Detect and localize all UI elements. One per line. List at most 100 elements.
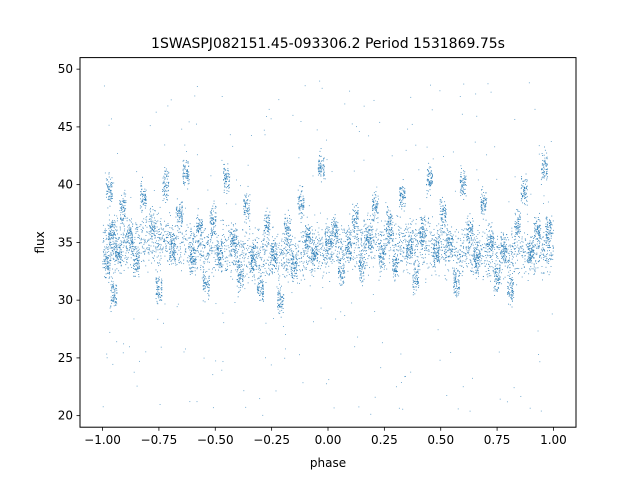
data-point [266,207,268,209]
data-point [515,214,516,216]
data-point [542,172,543,174]
data-point [545,217,547,219]
data-point [515,229,517,231]
data-point [202,270,204,272]
data-point [500,253,502,255]
data-point [309,226,311,228]
data-point [301,190,303,192]
data-point [120,203,122,205]
data-point [383,243,385,245]
data-point [438,261,440,262]
data-point [329,239,331,241]
data-point [524,189,526,191]
data-point [254,253,256,255]
data-point [224,178,226,180]
data-point [296,270,297,272]
data-point [453,282,455,284]
data-point [546,236,548,238]
data-point [182,178,184,180]
data-point [142,204,144,206]
data-point [216,247,218,249]
data-point [217,253,219,255]
data-point [278,304,280,305]
data-point [372,213,374,215]
data-point [191,270,193,272]
data-point [119,272,121,274]
data-point [167,233,168,235]
data-point [477,256,478,258]
data-point [211,237,212,239]
data-point [426,169,428,171]
data-point [273,254,275,256]
data-point [266,217,267,219]
data-point [285,223,287,225]
data-point [512,294,514,296]
data-point [244,243,246,245]
data-point [234,254,236,256]
data-point [234,239,236,241]
data-point [156,282,158,284]
data-point [336,231,338,233]
data-point [508,293,510,295]
data-point [209,211,211,213]
data-point [446,245,448,247]
data-point [111,299,113,301]
data-point [114,260,116,262]
data-point [432,235,434,236]
data-point [162,188,164,190]
data-point [545,168,547,170]
data-point [355,213,356,215]
data-point [150,231,152,233]
data-point [133,250,135,252]
data-point [545,237,547,239]
data-point [237,280,239,282]
data-point [543,172,545,174]
data-point [329,234,331,236]
data-point [161,299,163,301]
data-point [318,173,320,174]
data-point [477,262,479,264]
data-point [522,202,524,204]
data-point [311,256,313,258]
data-point [463,189,465,190]
data-point [315,236,317,238]
data-point [187,162,189,164]
data-point [546,163,547,165]
data-point [480,201,482,203]
data-point [275,267,277,269]
data-point [264,227,266,229]
data-point [372,204,374,206]
data-point [410,246,412,248]
data-point [113,230,115,232]
data-point [112,287,114,289]
data-point [495,281,497,283]
data-point [498,283,500,285]
data-point [439,256,441,258]
data-point [105,273,107,275]
data-point [465,184,467,185]
data-point [420,231,422,233]
data-point [238,265,240,267]
data-point [468,225,470,227]
data-point [392,259,394,260]
data-point [480,197,482,198]
data-point [489,236,491,238]
data-point [290,258,292,259]
data-point [455,280,457,282]
data-point [398,262,399,263]
data-point [354,235,356,237]
data-point [131,245,133,247]
data-point [189,273,191,275]
data-point [397,258,399,260]
data-point [301,212,303,214]
data-point [499,260,500,262]
data-point [207,282,209,283]
data-point [267,221,269,223]
data-point [476,249,477,251]
data-point [107,272,109,274]
data-point [436,252,438,254]
data-point [498,272,500,274]
data-point [113,233,115,235]
data-point [217,258,219,260]
data-point [444,225,446,227]
